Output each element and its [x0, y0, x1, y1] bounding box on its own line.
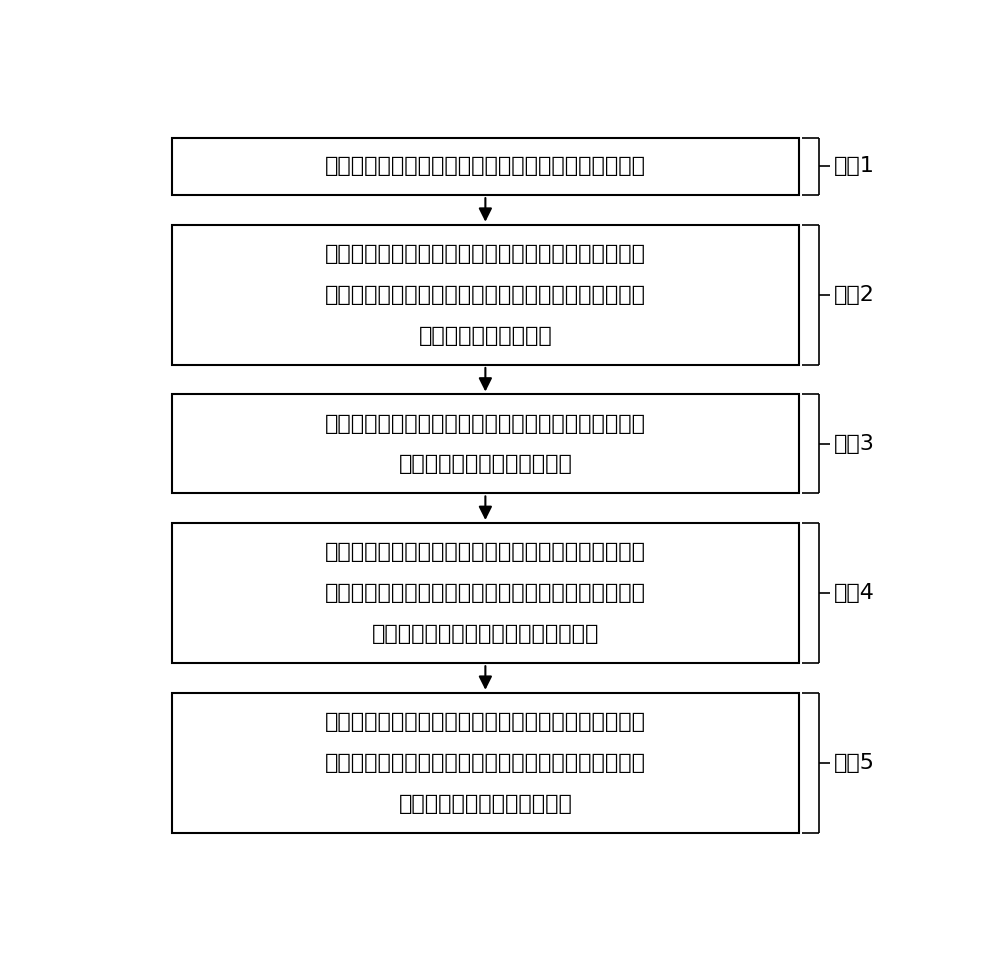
Text: 确定进气道捕获截面面积后生成基准流场，并基于进气: 确定进气道捕获截面面积后生成基准流场，并基于进气 — [325, 244, 646, 264]
Bar — [172, 523, 799, 663]
Text: 并在双进气道构型的基础上，采用流线追踪的方法，生: 并在双进气道构型的基础上，采用流线追踪的方法，生 — [325, 583, 646, 604]
Text: ，生成初始进气道构型: ，生成初始进气道构型 — [418, 326, 552, 346]
Text: 步骤3: 步骤3 — [834, 434, 875, 454]
Text: 步骤5: 步骤5 — [834, 752, 875, 773]
Bar — [172, 137, 799, 195]
Text: 基于进气道的构型，采用背压方式生成双进气道构型，: 基于进气道的构型，采用背压方式生成双进气道构型， — [325, 542, 646, 562]
Text: 步骤2: 步骤2 — [834, 284, 875, 305]
Text: 道捕获截面形状进行流线追踪，使进气道往外侧向压缩: 道捕获截面形状进行流线追踪，使进气道往外侧向压缩 — [325, 284, 646, 305]
Text: 前缘型面和底阻面生成进气道外整流型面，并在进气道: 前缘型面和底阻面生成进气道外整流型面，并在进气道 — [325, 752, 646, 773]
Bar — [172, 225, 799, 365]
Text: 的压缩面，得到进气道的构型: 的压缩面，得到进气道的构型 — [398, 455, 572, 475]
Text: 外整流型面上安装舱机及舵面: 外整流型面上安装舱机及舵面 — [398, 794, 572, 814]
Text: 确定每个进气组件对应的舱机鼓包的底阻面，以进气道: 确定每个进气组件对应的舱机鼓包的底阻面，以进气道 — [325, 712, 646, 732]
Text: 确定飞行器的直径、长度以及锥柱比，生成飞行器型面: 确定飞行器的直径、长度以及锥柱比，生成飞行器型面 — [325, 157, 646, 177]
Text: 步骤1: 步骤1 — [834, 157, 875, 177]
Text: 步骤4: 步骤4 — [834, 583, 875, 604]
Bar — [172, 693, 799, 833]
Text: 将初始进气道构型在喉部位置截断，保留喉部位置之前: 将初始进气道构型在喉部位置截断，保留喉部位置之前 — [325, 413, 646, 433]
Text: 成变截面隔离段，得到进气组件的构型: 成变截面隔离段，得到进气组件的构型 — [372, 624, 599, 644]
Bar — [172, 394, 799, 493]
